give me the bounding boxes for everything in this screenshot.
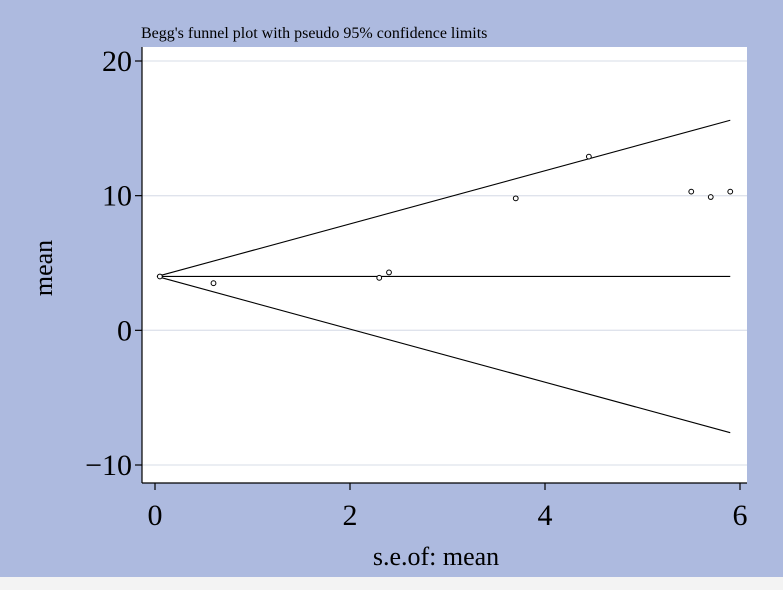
study-point <box>688 188 695 195</box>
x-tick-label: 4 <box>538 499 553 532</box>
upper-confidence-limit-line <box>156 119 731 277</box>
x-tick-label: 6 <box>733 499 748 532</box>
x-tick-label: 0 <box>148 499 163 532</box>
study-point <box>156 273 163 280</box>
study-point <box>585 153 592 160</box>
chart-title: Begg's funnel plot with pseudo 95% confi… <box>141 25 487 42</box>
study-point <box>707 194 714 200</box>
bottom-strip <box>0 577 783 590</box>
axis-ticks <box>135 60 741 490</box>
grid-lines <box>142 60 747 466</box>
study-point <box>210 280 217 287</box>
study-points <box>156 153 734 287</box>
x-tick-label: 2 <box>343 499 358 532</box>
y-tick-label: −10 <box>85 449 132 482</box>
x-axis-label: s.e.of: mean <box>373 542 499 571</box>
y-tick-label: 20 <box>102 45 132 78</box>
y-tick-label: 10 <box>102 180 132 213</box>
study-point <box>386 269 392 276</box>
y-axis-label: mean <box>29 240 58 296</box>
axis-tick-labels: −10 0 10 20 0 2 4 6 <box>85 45 747 532</box>
plot-area <box>142 47 747 483</box>
study-point <box>376 274 383 281</box>
lower-confidence-limit-line <box>156 275 731 434</box>
study-point <box>727 188 734 195</box>
funnel-lines <box>156 119 731 434</box>
study-point <box>512 195 519 202</box>
y-tick-label: 0 <box>117 314 132 347</box>
